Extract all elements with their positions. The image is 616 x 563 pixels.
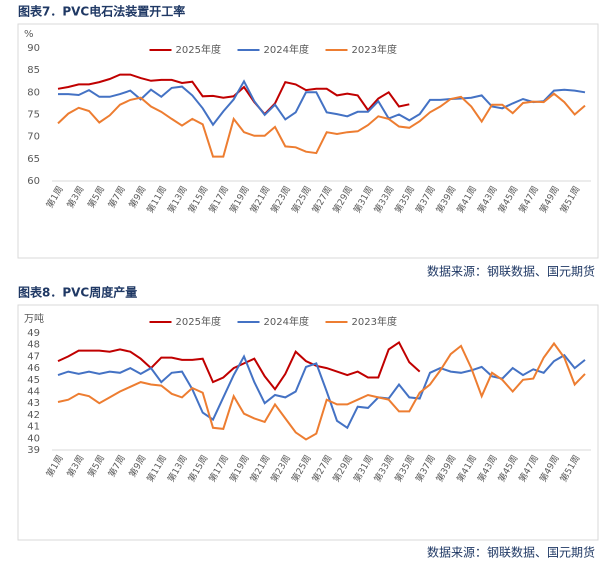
y-tick-label: 44 xyxy=(27,387,40,398)
y-unit: 万吨 xyxy=(24,312,44,325)
y-tick-label: 42 xyxy=(27,410,40,421)
x-tick-label: 第3周 xyxy=(64,453,86,480)
y-unit: % xyxy=(24,29,34,40)
series-line xyxy=(57,92,586,158)
series-line xyxy=(57,73,410,116)
x-tick-label: 第51周 xyxy=(557,184,582,216)
series-line xyxy=(57,341,586,441)
y-tick-label: 65 xyxy=(27,154,40,165)
y-tick-label: 90 xyxy=(27,43,40,54)
y-tick-label: 49 xyxy=(27,328,40,339)
legend-label: 2025年度 xyxy=(176,43,221,56)
legend-label: 2025年度 xyxy=(176,315,221,328)
y-tick-label: 75 xyxy=(27,110,40,121)
chart-title: 图表8．PVC周度产量 xyxy=(18,285,137,300)
series-line xyxy=(58,79,586,127)
y-tick-label: 48 xyxy=(27,340,40,351)
y-tick-label: 45 xyxy=(27,375,40,386)
y-tick-label: 40 xyxy=(27,433,40,444)
chart-title: 图表7．PVC电石法装置开工率 xyxy=(18,4,185,19)
chart-frame xyxy=(17,23,599,259)
y-tick-label: 70 xyxy=(27,132,40,143)
y-tick-label: 47 xyxy=(27,351,40,362)
x-tick-label: 第5周 xyxy=(85,453,107,480)
x-tick-label: 第5周 xyxy=(85,184,107,211)
x-tick-label: 第51周 xyxy=(557,453,582,485)
legend-label: 2023年度 xyxy=(352,43,397,56)
y-tick-label: 85 xyxy=(27,65,40,76)
source-note: 数据来源：钢联数据、国元期货 xyxy=(427,545,595,560)
y-tick-label: 80 xyxy=(27,87,40,98)
x-tick-label: 第9周 xyxy=(126,184,148,211)
y-tick-label: 41 xyxy=(27,422,40,433)
legend-label: 2024年度 xyxy=(264,43,309,56)
y-tick-label: 46 xyxy=(27,363,40,374)
chart-frame xyxy=(17,304,599,541)
legend-label: 2024年度 xyxy=(264,315,309,328)
x-tick-label: 第9周 xyxy=(126,453,148,480)
y-tick-label: 39 xyxy=(27,445,40,456)
x-tick-label: 第1周 xyxy=(44,184,66,211)
source-note: 数据来源：钢联数据、国元期货 xyxy=(427,264,595,279)
x-tick-label: 第7周 xyxy=(106,184,128,211)
y-tick-label: 43 xyxy=(27,398,40,409)
x-tick-label: 第1周 xyxy=(44,453,66,480)
y-tick-label: 60 xyxy=(27,176,40,187)
x-tick-label: 第7周 xyxy=(106,453,128,480)
x-tick-label: 第3周 xyxy=(64,184,86,211)
legend-label: 2023年度 xyxy=(352,315,397,328)
